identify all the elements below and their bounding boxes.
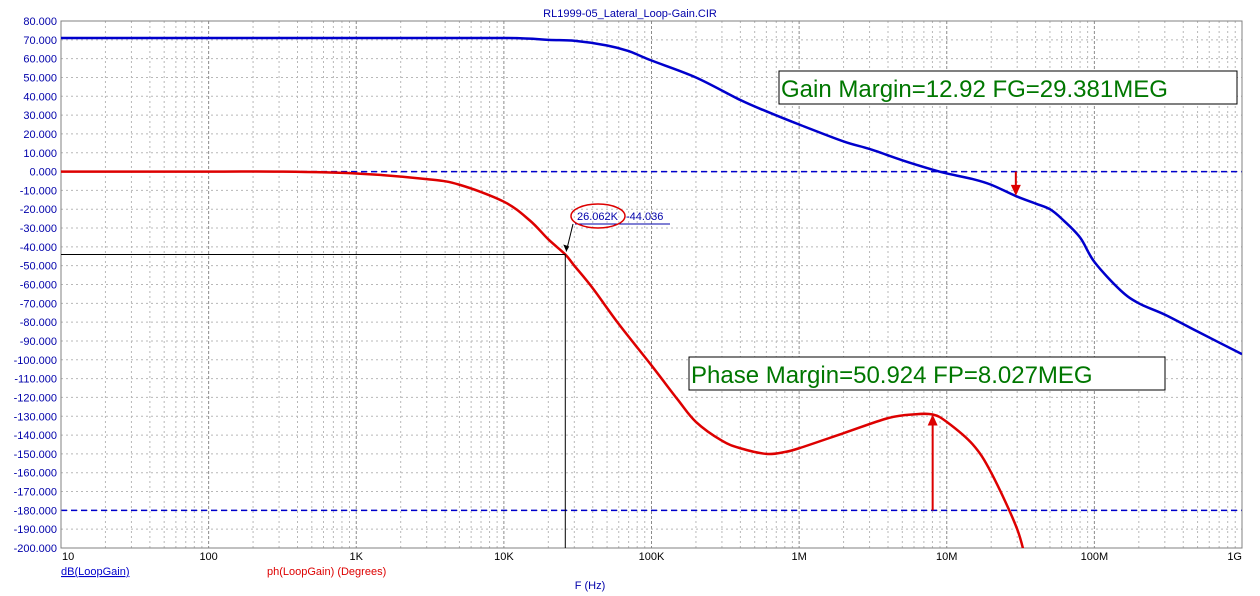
margin-arrows bbox=[927, 171, 1021, 511]
y-tick-label: -50.000 bbox=[20, 261, 57, 273]
y-tick-label: -80.000 bbox=[20, 317, 57, 329]
cursor-leader-arrowhead bbox=[563, 244, 570, 252]
series-layer bbox=[61, 36, 1242, 548]
gain-margin-box bbox=[778, 70, 1238, 105]
y-tick-label: -10.000 bbox=[20, 185, 57, 197]
y-tick-label: -90.000 bbox=[20, 336, 57, 348]
y-tick-label: -100.000 bbox=[14, 355, 57, 367]
y-tick-label: -170.000 bbox=[14, 487, 57, 499]
y-tick-label: 30.000 bbox=[23, 110, 57, 122]
x-tick-label: 10 bbox=[62, 551, 74, 563]
y-tick-label: 50.000 bbox=[23, 72, 57, 84]
y-tick-label: -30.000 bbox=[20, 223, 57, 235]
y-tick-label: 20.000 bbox=[23, 129, 57, 141]
gain-margin-text: Gain Margin=12.92 FG=29.381MEG bbox=[781, 76, 1168, 103]
x-axis-ticks: 10 100 1K 10K 100K 1M 10M 100M 1G bbox=[62, 551, 1242, 563]
chart-title: RL1999-05_Lateral_Loop-Gain.CIR bbox=[543, 8, 717, 20]
phase-margin-annotation: Phase Margin=50.924 FP=8.027MEG bbox=[688, 356, 1166, 391]
phase-margin-box bbox=[688, 356, 1166, 391]
major-grid bbox=[60, 20, 1243, 549]
gain-margin-arrowhead bbox=[1010, 184, 1021, 196]
phase-margin-arrowhead bbox=[927, 414, 938, 426]
cursor-y-value: -44.036 bbox=[626, 211, 663, 223]
gain-margin-annotation: Gain Margin=12.92 FG=29.381MEG bbox=[778, 70, 1238, 105]
y-tick-label: -140.000 bbox=[14, 430, 57, 442]
y-tick-label: 60.000 bbox=[23, 54, 57, 66]
phase-margin-text: Phase Margin=50.924 FP=8.027MEG bbox=[691, 362, 1093, 389]
y-tick-label: 10.000 bbox=[23, 148, 57, 160]
y-tick-label: -180.000 bbox=[14, 505, 57, 517]
series-line-phase bbox=[61, 170, 1025, 548]
reference-lines bbox=[61, 170, 1242, 512]
y-tick-label: 70.000 bbox=[23, 35, 57, 47]
y-tick-label: -110.000 bbox=[14, 374, 57, 386]
series-line-gain bbox=[61, 36, 1242, 356]
x-tick-label: 10M bbox=[936, 551, 957, 563]
x-tick-label: 1K bbox=[350, 551, 364, 563]
y-tick-label: -130.000 bbox=[14, 411, 57, 423]
x-tick-label: 100K bbox=[639, 551, 665, 563]
y-tick-label: -70.000 bbox=[20, 298, 57, 310]
y-tick-label: -150.000 bbox=[14, 449, 57, 461]
legend-series-gain: dB(LoopGain) bbox=[61, 566, 130, 578]
y-axis-ticks: 80.000 70.000 60.000 50.000 40.000 30.000 20.0… bbox=[14, 16, 57, 555]
y-tick-label: 40.000 bbox=[23, 91, 57, 103]
x-tick-label: 100 bbox=[199, 551, 217, 563]
x-tick-label: 1G bbox=[1227, 551, 1242, 563]
x-tick-label: 100M bbox=[1081, 551, 1109, 563]
cursor-x-value: 26.062K bbox=[577, 211, 619, 223]
y-tick-label: -200.000 bbox=[14, 543, 57, 555]
y-tick-label: -160.000 bbox=[14, 468, 57, 480]
y-tick-label: -190.000 bbox=[14, 524, 57, 536]
x-tick-label: 1M bbox=[791, 551, 806, 563]
x-axis-label: F (Hz) bbox=[575, 580, 606, 592]
cursor-highlight-ellipse bbox=[570, 203, 626, 229]
y-tick-label: -120.000 bbox=[14, 392, 57, 404]
y-tick-label: -40.000 bbox=[20, 242, 57, 254]
cursor[interactable]: 26.062K -44.036 bbox=[61, 203, 670, 548]
y-tick-label: -20.000 bbox=[20, 204, 57, 216]
y-tick-label: 0.000 bbox=[29, 167, 57, 179]
y-tick-label: 80.000 bbox=[23, 16, 57, 28]
y-tick-label: -60.000 bbox=[20, 280, 57, 292]
x-tick-label: 10K bbox=[494, 551, 514, 563]
legend-series-phase: ph(LoopGain) (Degrees) bbox=[267, 566, 386, 578]
plot-frame bbox=[60, 20, 1243, 549]
